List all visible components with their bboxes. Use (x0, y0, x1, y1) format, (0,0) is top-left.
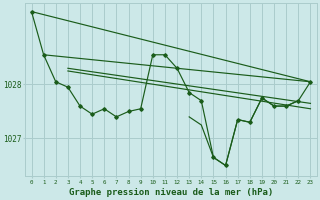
X-axis label: Graphe pression niveau de la mer (hPa): Graphe pression niveau de la mer (hPa) (69, 188, 273, 197)
